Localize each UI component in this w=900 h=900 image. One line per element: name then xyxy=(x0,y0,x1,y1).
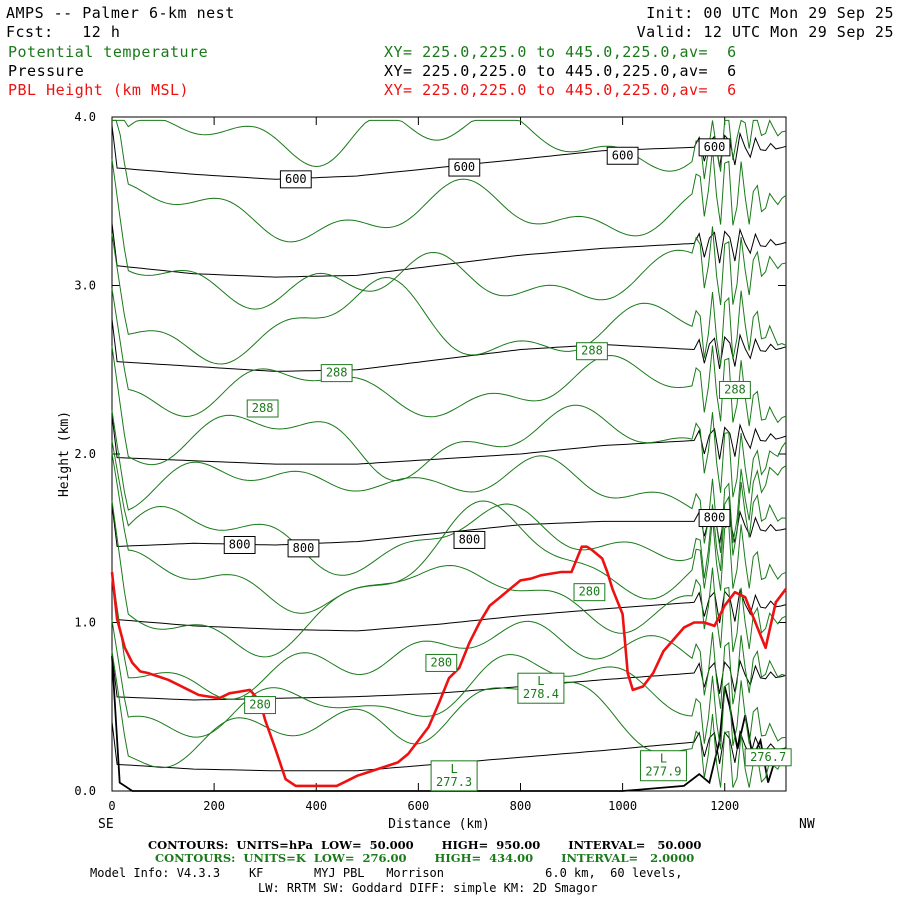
theta-label: 288 xyxy=(326,366,348,380)
right-end-label: NW xyxy=(799,817,815,832)
y-tick-label: 4.0 xyxy=(74,110,96,124)
theta-contour xyxy=(111,453,787,614)
field-theta-name: Potential temperature xyxy=(8,43,209,61)
theta-label: 288 xyxy=(724,382,746,396)
pressure-label-box xyxy=(223,535,256,554)
pressure-label-box xyxy=(448,158,481,177)
field-pressure-name: Pressure xyxy=(8,62,85,80)
theta-contour xyxy=(111,233,787,366)
pressure-contour-700 xyxy=(111,319,787,372)
theta-label: L xyxy=(537,674,544,688)
theta-label-box xyxy=(719,380,751,399)
x-tick-label: 200 xyxy=(203,799,225,813)
theta-label-box xyxy=(517,672,565,704)
pressure-label: 800 xyxy=(704,511,726,525)
theta-contour xyxy=(112,119,787,180)
theta-label: 288 xyxy=(581,344,603,358)
x-tick-label: 800 xyxy=(510,799,532,813)
theta-label-box xyxy=(639,750,687,782)
pressure-label-box xyxy=(606,146,639,165)
theta-contour xyxy=(111,288,787,427)
theta-label: L xyxy=(660,752,667,766)
pressure-label: 600 xyxy=(285,172,307,186)
theta-label: 280 xyxy=(249,698,271,712)
footer-theta-contours: CONTOURS: UNITS=K LOW= 276.00 HIGH= 434.… xyxy=(155,851,695,865)
x-tick-label: 400 xyxy=(305,799,327,813)
pressure-label-box xyxy=(698,138,731,157)
pressure-label: 800 xyxy=(229,537,251,551)
terrain-line xyxy=(111,656,787,792)
y-tick-label: 3.0 xyxy=(74,279,96,293)
pressure-label: 600 xyxy=(453,160,475,174)
field-pressure-xy: XY= 225.0,225.0 to 445.0,225.0,av= 6 xyxy=(384,62,737,80)
pressure-contour-750 xyxy=(111,415,787,465)
pressure-label-box xyxy=(279,170,312,189)
pbl-height-line xyxy=(110,545,788,788)
x-tick-label: 0 xyxy=(108,799,115,813)
y-tick-label: 0.0 xyxy=(74,784,96,798)
theta-contour xyxy=(111,346,787,498)
theta-label-box xyxy=(744,748,792,767)
plot-frame xyxy=(111,116,787,792)
plot-title: AMPS -- Palmer 6-km nest xyxy=(6,4,235,22)
pressure-label: 800 xyxy=(459,532,481,546)
theta-label-box xyxy=(320,364,353,383)
theta-label: 278.4 xyxy=(523,687,559,701)
pressure-label-box xyxy=(698,509,731,528)
pressure-contour-650 xyxy=(111,223,787,278)
pressure-label: 800 xyxy=(293,541,315,555)
x-tick-label: 1000 xyxy=(608,799,637,813)
theta-label-box xyxy=(425,653,458,672)
pressure-contour-800 xyxy=(111,504,787,548)
init-time: Init: 00 UTC Mon 29 Sep 25 xyxy=(646,4,894,22)
footer-physics: LW: RRTM SW: Goddard DIFF: simple KM: 2D… xyxy=(258,881,598,895)
theta-label: 276.7 xyxy=(750,750,786,764)
pressure-label-box xyxy=(287,539,320,558)
field-pbl-name: PBL Height (km MSL) xyxy=(8,81,190,99)
y-axis-label: Height (km) xyxy=(57,411,72,497)
field-theta-xy: XY= 225.0,225.0 to 445.0,225.0,av= 6 xyxy=(384,43,737,61)
theta-label-box xyxy=(573,583,606,602)
theta-label: 277.9 xyxy=(645,765,681,779)
theta-label: 280 xyxy=(430,655,452,669)
forecast-hour: Fcst: 12 h xyxy=(6,23,121,41)
theta-contour xyxy=(111,159,787,310)
theta-contour xyxy=(111,410,787,553)
footer-model-info: Model Info: V4.3.3 KF MYJ PBL Morrison 6… xyxy=(90,866,683,880)
theta-label: 280 xyxy=(579,585,601,599)
x-tick-label: 1200 xyxy=(710,799,739,813)
theta-contour xyxy=(111,500,787,658)
pressure-label-box xyxy=(453,530,486,549)
y-tick-label: 1.0 xyxy=(74,616,96,630)
theta-label-box xyxy=(430,760,478,792)
theta-label-box xyxy=(576,342,608,361)
theta-contour xyxy=(111,440,787,579)
theta-label: 288 xyxy=(252,401,274,415)
theta-label-box xyxy=(244,696,276,715)
pressure-contour-850 xyxy=(111,576,787,632)
theta-contour xyxy=(111,619,787,750)
field-pbl-xy: XY= 225.0,225.0 to 445.0,225.0,av= 6 xyxy=(384,81,737,99)
footer-pressure-contours: CONTOURS: UNITS=hPa LOW= 50.000 HIGH= 95… xyxy=(148,838,702,852)
theta-label-box xyxy=(246,399,279,418)
pressure-label: 600 xyxy=(612,148,634,162)
theta-label: 277.3 xyxy=(436,775,472,789)
theta-label: L xyxy=(450,762,457,776)
theta-contour xyxy=(112,119,787,243)
x-axis-label: Distance (km) xyxy=(388,817,490,832)
y-tick-label: 2.0 xyxy=(74,447,96,461)
x-tick-label: 600 xyxy=(408,799,430,813)
valid-time: Valid: 12 UTC Mon 29 Sep 25 xyxy=(636,23,894,41)
pressure-contour-900 xyxy=(111,654,787,701)
theta-contour xyxy=(111,571,787,709)
left-end-label: SE xyxy=(98,817,114,832)
pressure-label: 600 xyxy=(704,140,726,154)
